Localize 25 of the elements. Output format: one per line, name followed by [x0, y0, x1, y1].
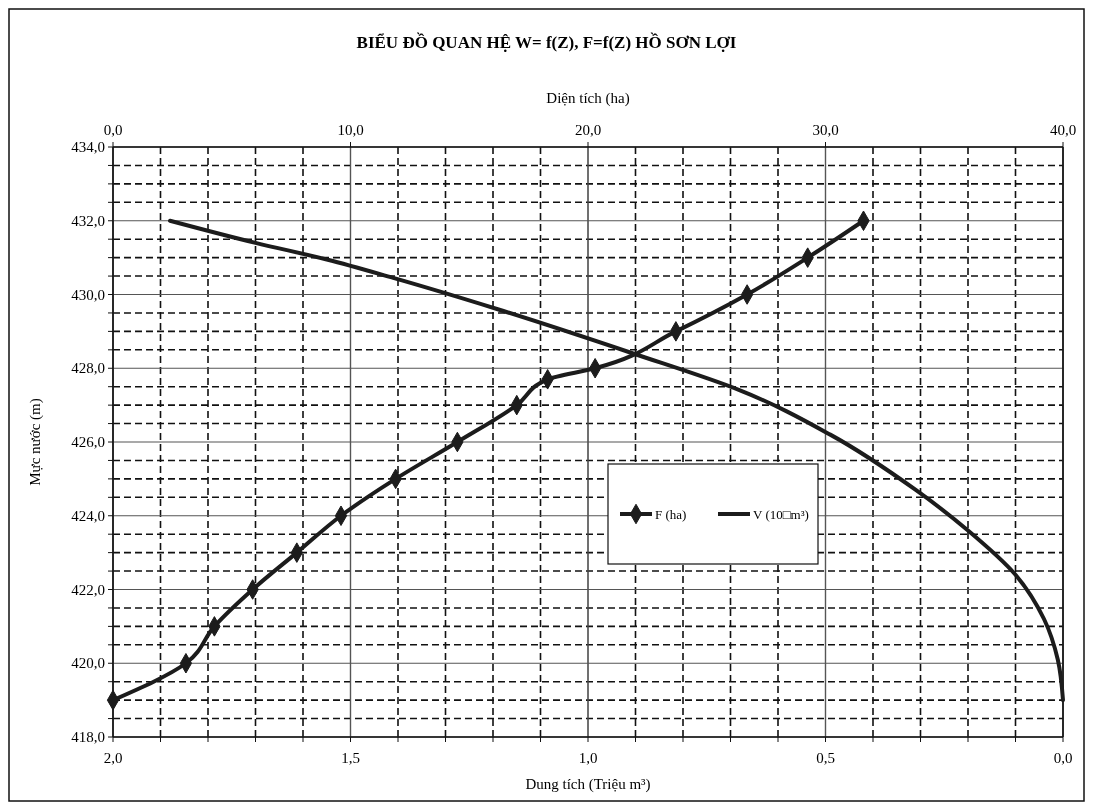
y-tick-label: 428,0 — [71, 360, 105, 377]
x-tick-label: 1,0 — [578, 750, 598, 766]
y-tick-label: 418,0 — [71, 729, 105, 745]
x2-tick-label: 10,0 — [337, 122, 364, 138]
x2-tick-label: 30,0 — [812, 122, 839, 138]
chart-title: BIỂU ĐỒ QUAN HỆ W= f(Z), F=f(Z) HỒ SƠN LỢI — [356, 32, 737, 52]
x2-tick-label: 0,0 — [103, 122, 123, 138]
y-axis-title: Mực nước (m) — [27, 398, 44, 486]
x-tick-label: 1,5 — [341, 750, 360, 766]
x2-tick-label: 20,0 — [574, 122, 602, 138]
legend-label: F (ha) — [655, 507, 687, 522]
y-tick-label: 430,0 — [71, 286, 105, 303]
y-tick-label: 426,0 — [71, 434, 105, 450]
x2-axis-title: Diện tích (ha) — [546, 90, 630, 107]
y-tick-label: 432,0 — [71, 212, 105, 229]
y-tick-label: 422,0 — [71, 581, 105, 598]
y-tick-label: 434,0 — [71, 139, 105, 155]
x2-tick-label: 40,0 — [1049, 122, 1077, 138]
legend-label: V (10□m³) — [753, 507, 809, 522]
x-axis-title: Dung tích (Triệu m³) — [525, 776, 651, 793]
x-tick-label: 0,5 — [816, 750, 835, 766]
y-tick-label: 420,0 — [71, 655, 105, 672]
x-tick-label: 0,0 — [1053, 750, 1073, 766]
y-tick-label: 424,0 — [71, 507, 105, 524]
x-tick-label: 2,0 — [103, 750, 123, 766]
